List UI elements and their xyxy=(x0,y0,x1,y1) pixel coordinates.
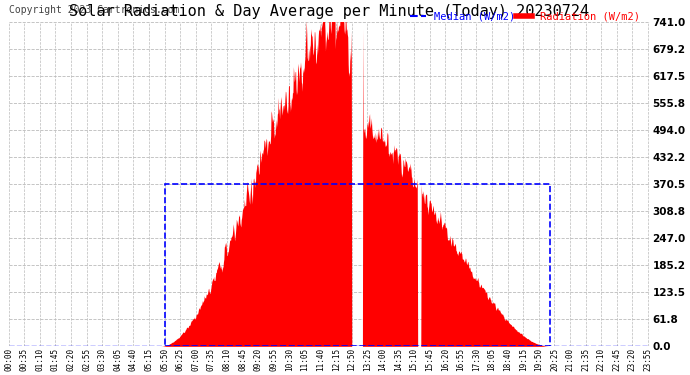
Title: Solar Radiation & Day Average per Minute (Today) 20230724: Solar Radiation & Day Average per Minute… xyxy=(69,4,589,19)
Text: Copyright 2023 Cartronics.com: Copyright 2023 Cartronics.com xyxy=(9,5,179,15)
Legend: Median (W/m2), Radiation (W/m2): Median (W/m2), Radiation (W/m2) xyxy=(406,8,644,26)
Bar xyxy=(165,184,550,346)
